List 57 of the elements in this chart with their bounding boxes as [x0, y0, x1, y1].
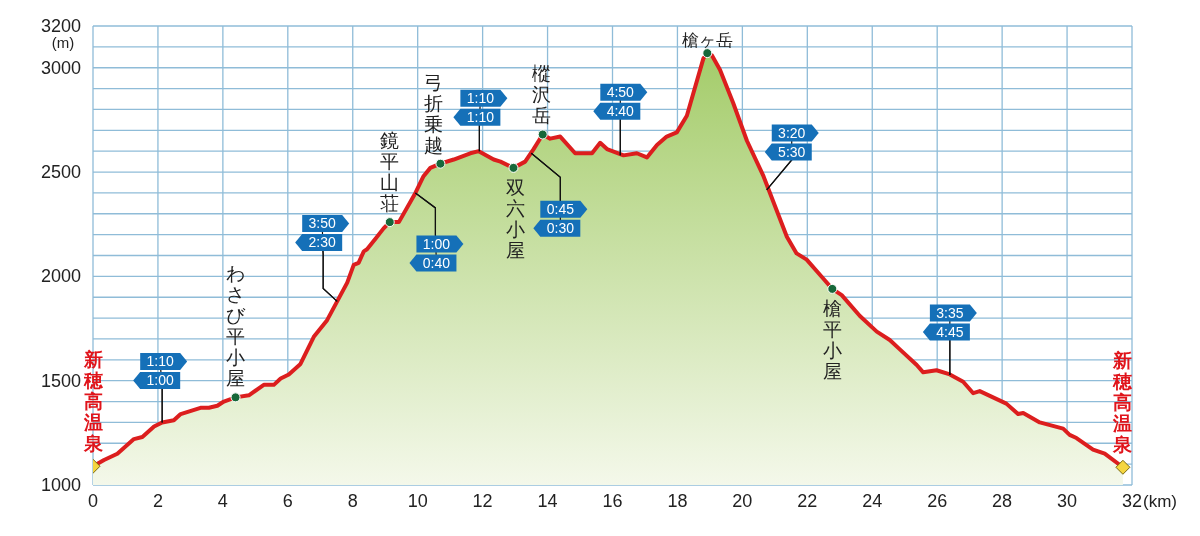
- annotation: 1:10: [466, 90, 495, 107]
- x-tick-label: 6: [282, 491, 293, 511]
- y-axis-title: (m): [51, 34, 75, 51]
- x-tick-label: 14: [537, 491, 558, 511]
- annotation: 新穂高温泉: [1112, 350, 1134, 456]
- point: [230, 392, 241, 403]
- x-tick-label: 30: [1057, 491, 1078, 511]
- annotation: 1:10: [146, 353, 174, 370]
- x-tick-label: 26: [927, 491, 948, 511]
- x-tick-label: 32: [1121, 491, 1143, 511]
- annotation: 2:30: [308, 234, 336, 251]
- x-tick-label: 20: [732, 491, 753, 511]
- annotation: 新穂高温泉: [82, 349, 104, 455]
- annotation: 0:40: [422, 254, 451, 271]
- x-tick-label: 16: [602, 491, 623, 511]
- annotation: 3:50: [308, 215, 336, 232]
- point: [435, 158, 446, 169]
- y-tick-label: 1000: [40, 475, 81, 495]
- annotation: 双六小屋: [505, 176, 525, 261]
- x-tick-label: 0: [87, 491, 99, 511]
- x-tick-label: 8: [347, 491, 358, 511]
- y-tick-label: 1500: [40, 370, 81, 391]
- annotation: 1:00: [146, 372, 174, 389]
- annotation: 樅沢岳: [532, 63, 552, 127]
- annotation: 3:35: [936, 305, 964, 322]
- annotation: 1:10: [466, 109, 495, 126]
- annotation: 4:40: [606, 103, 635, 120]
- x-tick-label: 10: [407, 491, 428, 511]
- y-tick-label: 3000: [40, 57, 81, 78]
- y-tick-label: 2500: [40, 162, 81, 183]
- point: [702, 48, 713, 59]
- annotation: わさび平小屋: [226, 263, 247, 390]
- y-tick-label: 2000: [40, 266, 81, 287]
- point: [384, 217, 395, 228]
- annotation: 弓折乗越: [423, 71, 443, 156]
- x-tick-label: 24: [862, 491, 883, 511]
- annotation: 槍ヶ岳: [681, 31, 733, 51]
- x-tick-label: 2: [152, 491, 163, 511]
- annotation: 3:20: [778, 124, 806, 141]
- x-tick-label: 12: [472, 491, 493, 511]
- x-axis-title: (km): [1143, 492, 1177, 511]
- annotation: 槍平小屋: [822, 297, 842, 382]
- x-tick-label: 18: [667, 491, 688, 511]
- annotation: 1:00: [422, 235, 451, 252]
- y-tick-label: 3200: [40, 16, 81, 36]
- x-tick-label: 4: [217, 491, 228, 511]
- point: [827, 283, 838, 294]
- annotation: 5:30: [778, 143, 806, 160]
- point: [537, 129, 548, 140]
- annotation: 0:45: [546, 201, 575, 218]
- x-tick-label: 28: [992, 491, 1013, 511]
- annotation: 4:50: [606, 84, 635, 101]
- point: [508, 162, 519, 173]
- annotation: 4:45: [936, 324, 964, 341]
- x-tick-label: 22: [797, 491, 818, 511]
- annotation: 鏡平山荘: [380, 130, 400, 215]
- annotation: 0:30: [546, 220, 575, 237]
